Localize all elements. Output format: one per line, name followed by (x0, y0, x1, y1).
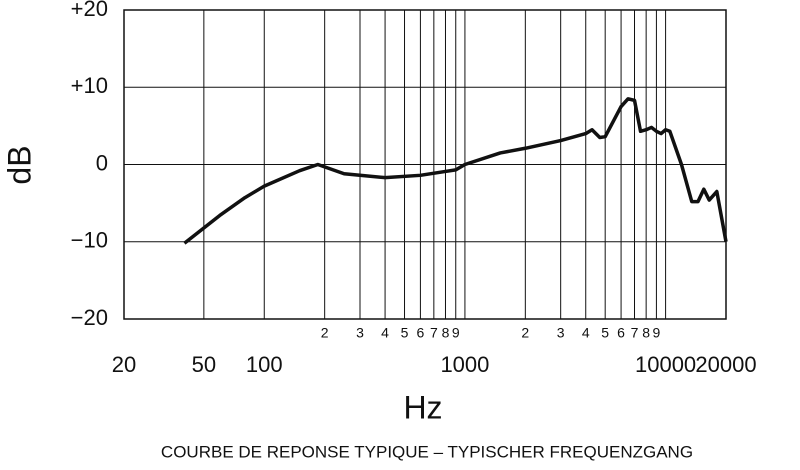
y-tick-label: 0 (96, 150, 108, 175)
chart-title: COURBE DE REPONSE TYPIQUE – TYPISCHER FR… (161, 442, 693, 461)
response-curve (183, 97, 728, 245)
x-tick-label: 20 (112, 352, 136, 377)
y-axis-label: dB (1, 145, 37, 184)
x-minor-tick-label: 9 (653, 325, 661, 341)
x-minor-tick-label: 5 (601, 325, 609, 341)
x-minor-tick-label: 6 (417, 325, 425, 341)
x-minor-tick-label: 8 (442, 325, 450, 341)
x-tick-label: 1000 (440, 352, 489, 377)
y-tick-label: +20 (71, 0, 108, 21)
x-tick-label: 20000 (695, 352, 756, 377)
x-minor-tick-label: 5 (401, 325, 409, 341)
x-axis-label: Hz (403, 389, 442, 425)
y-tick-label: +10 (71, 73, 108, 98)
x-minor-tick-label: 9 (452, 325, 460, 341)
x-minor-tick-label: 4 (582, 325, 590, 341)
x-minor-tick-label: 8 (642, 325, 650, 341)
x-tick-label: 50 (192, 352, 216, 377)
x-minor-tick-label: 4 (381, 325, 389, 341)
y-tick-label: −10 (71, 228, 108, 253)
x-minor-tick-label: 2 (521, 325, 529, 341)
x-minor-tick-label: 2 (321, 325, 329, 341)
y-tick-label: −20 (71, 305, 108, 330)
x-minor-tick-label: 3 (557, 325, 565, 341)
x-minor-tick-label: 3 (356, 325, 364, 341)
x-tick-label: 100 (246, 352, 283, 377)
x-minor-tick-label: 6 (617, 325, 625, 341)
x-tick-label: 10000 (635, 352, 696, 377)
x-minor-tick-label: 7 (430, 325, 438, 341)
x-minor-tick-label: 7 (631, 325, 639, 341)
